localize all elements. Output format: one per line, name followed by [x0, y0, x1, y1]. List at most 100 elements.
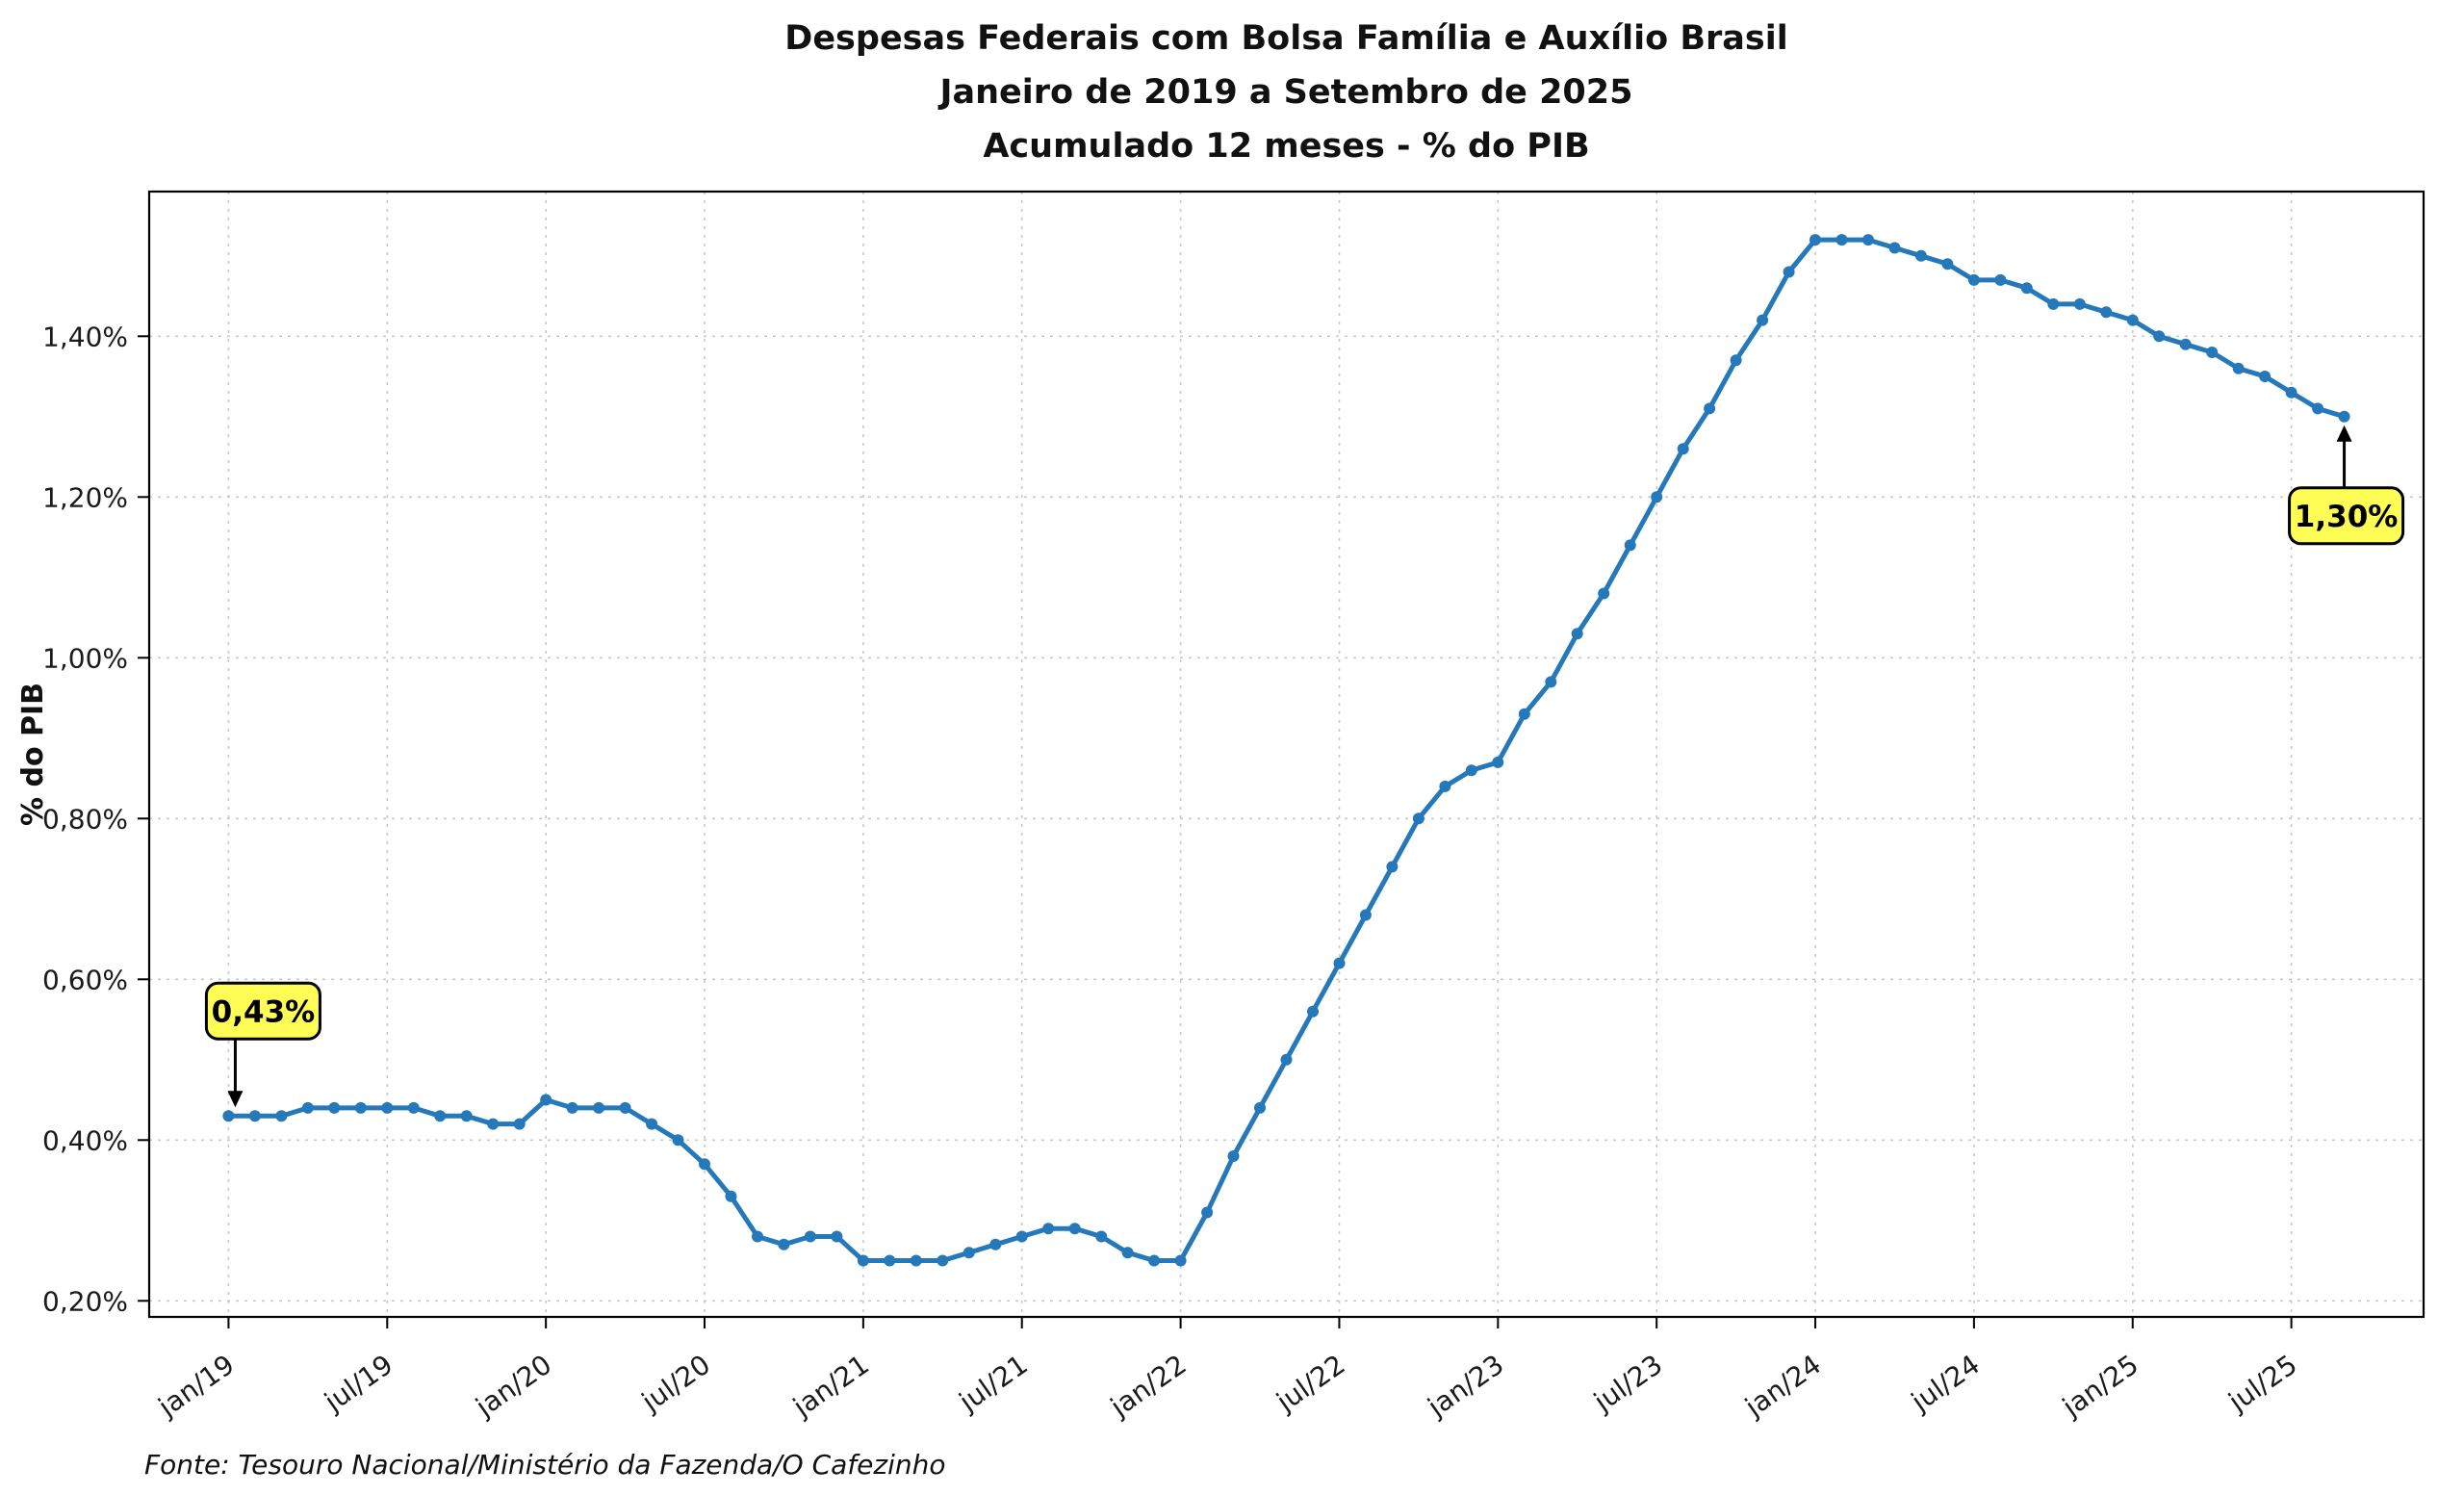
data-point — [699, 1158, 710, 1171]
annotation-label: 1,30% — [2295, 500, 2399, 534]
x-tick-label: jan/19 — [152, 1349, 241, 1424]
x-tick-label: jan/22 — [1104, 1349, 1193, 1424]
data-point — [1624, 539, 1636, 552]
data-point — [540, 1094, 552, 1106]
chart-title: Despesas Federais com Bolsa Família e Au… — [149, 12, 2424, 173]
data-point — [2338, 410, 2350, 423]
data-point — [2073, 297, 2086, 310]
data-point — [884, 1254, 896, 1267]
data-point — [1042, 1223, 1055, 1235]
data-point — [831, 1230, 843, 1243]
data-point — [1386, 861, 1399, 873]
data-point — [1280, 1053, 1293, 1066]
data-point — [222, 1110, 235, 1122]
data-point — [301, 1101, 314, 1114]
chart-title-line-1: Despesas Federais com Bolsa Família e Au… — [784, 19, 1788, 58]
x-tick-label: jul/25 — [2222, 1349, 2303, 1419]
data-point — [1704, 402, 1716, 415]
data-point — [1994, 273, 2007, 286]
data-point — [566, 1101, 578, 1114]
data-point — [275, 1110, 288, 1122]
data-point — [857, 1254, 869, 1267]
data-point — [1518, 708, 1530, 720]
data-point — [1068, 1223, 1081, 1235]
data-point — [725, 1190, 737, 1202]
data-point — [778, 1238, 790, 1250]
x-tick-label: jan/21 — [786, 1349, 875, 1424]
chart-title-line-2: Janeiro de 2019 a Setembro de 2025 — [939, 73, 1633, 112]
x-tick-label: jan/23 — [1422, 1349, 1510, 1424]
annotation-box — [204, 981, 321, 1041]
data-point — [1783, 266, 1795, 278]
data-point — [1757, 314, 1769, 326]
data-point — [1201, 1206, 1214, 1219]
data-point — [989, 1238, 1002, 1250]
data-point — [1545, 676, 1557, 688]
data-point — [1492, 756, 1504, 768]
y-tick-label: 0,40% — [42, 1124, 128, 1156]
data-point — [1227, 1150, 1240, 1162]
data-point — [1598, 587, 1610, 600]
data-point — [1015, 1230, 1028, 1243]
data-point — [2232, 362, 2245, 374]
data-point — [354, 1101, 367, 1114]
data-point — [2100, 306, 2113, 319]
data-point — [1571, 628, 1583, 640]
data-point — [910, 1254, 922, 1267]
x-tick-label: jul/22 — [1270, 1349, 1351, 1419]
data-point — [1888, 242, 1901, 254]
data-point — [752, 1230, 763, 1243]
data-point — [1121, 1247, 1134, 1259]
data-point — [646, 1118, 658, 1130]
data-point — [460, 1110, 473, 1122]
data-point — [381, 1101, 394, 1114]
data-point — [804, 1230, 816, 1243]
data-point — [937, 1254, 949, 1267]
x-tick-label: jul/24 — [1905, 1349, 1986, 1419]
data-point — [1095, 1230, 1108, 1243]
x-tick-label: jan/20 — [470, 1349, 558, 1424]
data-point — [1174, 1254, 1187, 1267]
data-point — [1307, 1005, 1319, 1018]
y-tick-label: 0,60% — [42, 964, 128, 995]
data-point — [1967, 273, 1980, 286]
data-point — [1835, 234, 1848, 246]
data-point — [672, 1134, 684, 1147]
data-point — [2153, 330, 2166, 343]
data-point — [1810, 234, 1821, 246]
y-tick-label: 0,20% — [42, 1285, 128, 1317]
data-point — [1730, 354, 1742, 367]
data-point — [1439, 780, 1451, 792]
x-tick-label: jul/23 — [1587, 1349, 1668, 1419]
data-point — [513, 1118, 526, 1130]
chart-title-line-3: Acumulado 12 meses - % do PIB — [983, 127, 1590, 166]
x-tick-label: jan/25 — [2056, 1349, 2144, 1424]
data-point — [2259, 371, 2272, 382]
annotation-arrowhead — [227, 1091, 244, 1108]
x-tick-label: jul/21 — [953, 1349, 1034, 1419]
data-point — [2206, 347, 2219, 358]
data-point — [434, 1110, 447, 1122]
data-point — [2047, 297, 2060, 310]
annotation-label: 0,43% — [212, 994, 316, 1029]
data-point — [2285, 386, 2297, 399]
data-point — [1465, 764, 1477, 777]
data-point — [2020, 282, 2033, 295]
data-point — [1677, 443, 1689, 455]
y-tick-label: 1,40% — [42, 321, 128, 352]
data-point — [593, 1101, 605, 1114]
data-point — [1941, 258, 1954, 271]
data-point — [407, 1101, 420, 1114]
data-point — [1412, 812, 1424, 825]
data-point — [248, 1110, 261, 1122]
y-tick-label: 1,20% — [42, 481, 128, 513]
source-note: Fonte: Tesouro Nacional/Ministério da Fa… — [144, 1449, 946, 1481]
data-point — [1148, 1254, 1161, 1267]
data-point — [2179, 338, 2192, 350]
data-point — [619, 1101, 631, 1114]
data-point — [1359, 909, 1372, 921]
y-axis-title: % do PIB — [16, 683, 50, 826]
data-point — [2126, 314, 2139, 326]
